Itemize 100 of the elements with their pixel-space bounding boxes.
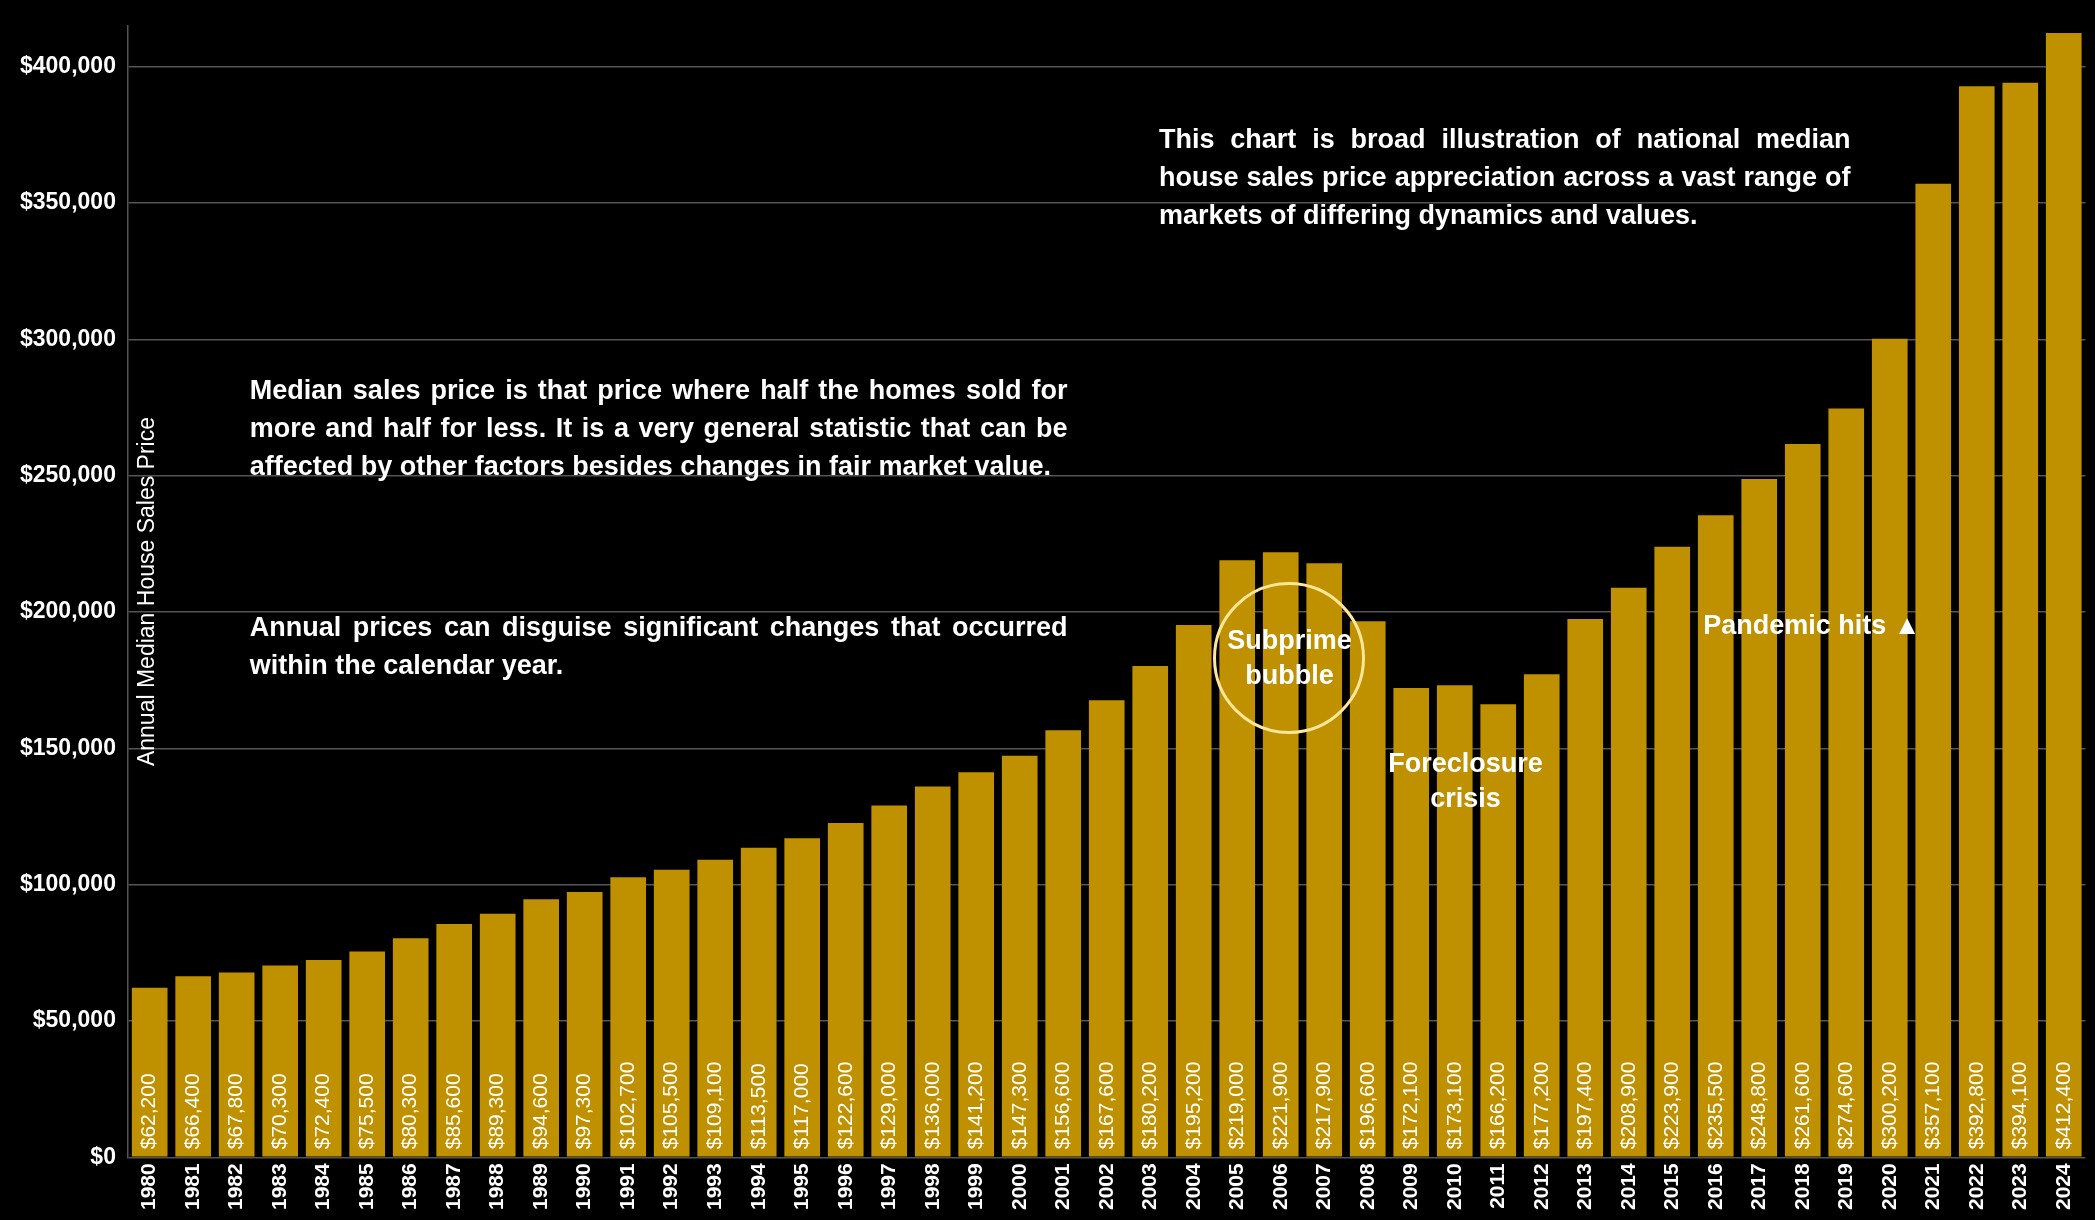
bar (610, 877, 647, 1157)
bar (1915, 183, 1952, 1157)
annotation: This chart is broad illustration of national median house sales price appreciation across a vast range of markets of differing dynamics and values. (1158, 123, 1851, 232)
data-label: $195,200 (1180, 1061, 1204, 1150)
bar (392, 938, 429, 1157)
bar (218, 972, 255, 1157)
x-tick-label: 2004 (1180, 1162, 1204, 1210)
data-label: $97,300 (571, 1073, 595, 1150)
y-tick-label: $200,000 (19, 597, 116, 624)
annotation: Median sales price is that price where half the homes sold for more and half for less. It is a very general statistic that can be affected by other factors besides changes in fair market value. (249, 374, 1068, 483)
x-tick-label: 1997 (876, 1163, 900, 1210)
x-tick-label: 2001 (1050, 1162, 1074, 1210)
bar (1567, 619, 1604, 1157)
y-axis-title: Annual Median House Sales Price (132, 417, 159, 767)
x-tick-label: 2006 (1267, 1163, 1291, 1210)
data-label: $219,000 (1224, 1061, 1248, 1150)
x-tick-label: 2008 (1354, 1162, 1378, 1210)
x-tick-label: 2018 (1789, 1162, 1813, 1210)
x-tick-label: 2011 (1485, 1162, 1509, 1209)
data-label: $70,300 (266, 1073, 290, 1150)
bar (523, 899, 560, 1157)
x-tick-label: 2005 (1224, 1162, 1248, 1210)
bar (479, 913, 516, 1157)
bar (958, 772, 995, 1157)
bar (1610, 587, 1647, 1157)
data-label: $394,100 (2007, 1061, 2031, 1150)
x-tick-label: 1996 (832, 1163, 856, 1210)
data-label: $223,900 (1659, 1061, 1683, 1150)
annotation: Annual prices can disguise significant changes that occurred within the calendar year. (249, 611, 1068, 683)
data-label: $156,600 (1050, 1061, 1074, 1150)
x-tick-label: 2016 (1702, 1163, 1726, 1210)
bar (827, 823, 864, 1157)
data-label: $72,400 (310, 1073, 334, 1150)
data-label: $62,200 (136, 1073, 160, 1150)
bar (436, 923, 473, 1157)
x-tick-label: 2003 (1137, 1163, 1161, 1210)
data-label: $261,600 (1789, 1061, 1813, 1150)
x-tick-label: 1982 (223, 1163, 247, 1210)
data-label: $85,600 (440, 1073, 464, 1150)
x-tick-label: 2015 (1659, 1162, 1683, 1210)
x-tick-label: 1991 (615, 1162, 638, 1210)
y-tick-label: $300,000 (19, 324, 116, 351)
data-label: $274,600 (1833, 1061, 1857, 1150)
data-label: $89,300 (484, 1073, 508, 1150)
data-label: $80,300 (397, 1073, 421, 1150)
data-label: $67,800 (223, 1073, 247, 1150)
bar (784, 838, 821, 1157)
y-tick-label: $350,000 (19, 188, 116, 215)
bar (1132, 665, 1169, 1157)
data-label: $75,500 (353, 1073, 377, 1150)
x-tick-label: 2014 (1615, 1162, 1639, 1210)
bar (1175, 625, 1212, 1157)
bar (914, 786, 951, 1157)
x-tick-label: 1987 (440, 1163, 464, 1210)
data-label: $136,000 (919, 1061, 943, 1150)
data-label: $180,200 (1137, 1061, 1161, 1150)
bar (1001, 755, 1038, 1157)
bar (305, 959, 342, 1157)
data-label: $113,500 (745, 1063, 769, 1150)
data-label: $166,200 (1485, 1061, 1509, 1150)
x-tick-label: 1998 (919, 1162, 943, 1210)
data-label: $122,600 (832, 1061, 856, 1150)
data-label: $412,400 (2050, 1061, 2074, 1150)
x-tick-label: 1984 (310, 1162, 334, 1210)
x-tick-label: 2002 (1093, 1163, 1117, 1210)
bar (2002, 82, 2039, 1157)
x-tick-label: 1983 (266, 1163, 290, 1210)
x-tick-label: 2009 (1398, 1163, 1422, 1210)
data-label: $94,600 (527, 1073, 551, 1150)
y-tick-label: $0 (90, 1142, 116, 1169)
y-tick-label: $50,000 (32, 1006, 116, 1033)
data-label: $221,900 (1267, 1061, 1291, 1150)
x-tick-label: 1993 (702, 1163, 725, 1210)
data-label: $129,000 (876, 1061, 900, 1150)
x-tick-label: 2007 (1311, 1163, 1335, 1210)
x-tick-label: 2019 (1833, 1163, 1857, 1210)
data-label: $147,300 (1006, 1061, 1030, 1150)
bar (1088, 700, 1125, 1157)
bar (1958, 86, 1995, 1157)
data-label: $217,900 (1311, 1061, 1335, 1150)
data-label: $172,100 (1398, 1061, 1422, 1150)
x-tick-label: 1995 (789, 1162, 812, 1210)
bar (2045, 32, 2082, 1157)
data-label: $117,000 (789, 1063, 812, 1150)
x-tick-label: 1992 (658, 1163, 682, 1210)
data-label: $167,600 (1093, 1061, 1117, 1150)
x-tick-label: 2020 (1876, 1163, 1900, 1210)
x-tick-label: 2000 (1006, 1163, 1030, 1210)
y-tick-label: $400,000 (19, 52, 116, 79)
y-tick-label: $150,000 (19, 733, 116, 760)
x-tick-label: 1980 (136, 1163, 160, 1210)
x-tick-label: 2024 (2050, 1162, 2074, 1210)
data-label: $109,100 (702, 1061, 725, 1150)
data-label: $66,400 (179, 1073, 203, 1150)
x-tick-label: 1986 (397, 1163, 421, 1210)
data-label: $173,100 (1441, 1061, 1465, 1150)
data-label: $102,700 (615, 1061, 638, 1150)
y-tick-label: $250,000 (19, 461, 116, 488)
y-tick-label: $100,000 (19, 869, 116, 896)
bar (653, 869, 690, 1157)
